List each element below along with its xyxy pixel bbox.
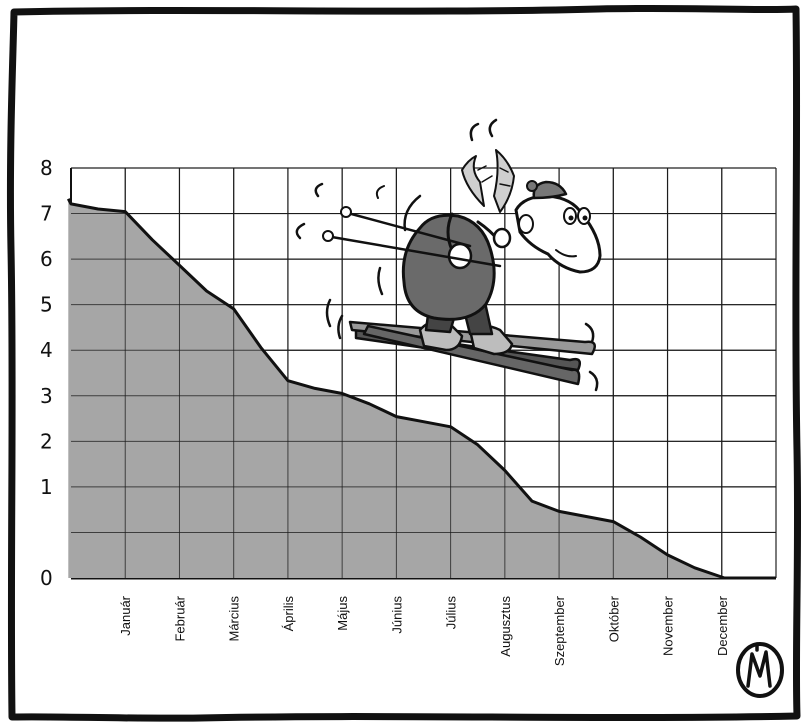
x-tick-label: Július xyxy=(444,596,459,630)
x-tick-label: Január xyxy=(118,595,133,635)
y-tick-label: 0 xyxy=(40,566,53,590)
x-tick-label: Február xyxy=(173,595,188,641)
y-tick-label: 8 xyxy=(40,156,53,180)
x-tick-label: Augusztus xyxy=(498,596,513,657)
skier-illustration xyxy=(295,118,602,392)
x-tick-label: Szeptember xyxy=(552,595,567,666)
y-tick-label: 1 xyxy=(40,475,53,499)
y-tick-label: 4 xyxy=(40,338,53,362)
area-line xyxy=(66,198,725,580)
comic-border xyxy=(6,4,802,722)
y-tick-label: 2 xyxy=(40,429,53,453)
x-tick-label: December xyxy=(715,595,730,656)
x-tick-label: Június xyxy=(389,596,404,634)
y-tick-label: 7 xyxy=(40,202,53,226)
x-tick-label: November xyxy=(661,595,676,656)
artist-logo xyxy=(736,642,784,698)
x-tick-label: Április xyxy=(281,596,296,632)
area-fill xyxy=(68,198,725,579)
x-tick-label: Május xyxy=(335,596,350,631)
x-tick-label: Március xyxy=(227,596,242,642)
y-tick-label: 3 xyxy=(40,384,53,408)
y-axis-ticks: 0 1 2 3 4 5 6 7 8 xyxy=(40,156,53,590)
y-tick-label: 6 xyxy=(40,247,53,271)
y-tick-label: 5 xyxy=(40,293,53,317)
x-tick-label: Október xyxy=(606,595,621,642)
x-axis-ticks: Január Február Március Április Május Június Jú… xyxy=(118,595,730,666)
